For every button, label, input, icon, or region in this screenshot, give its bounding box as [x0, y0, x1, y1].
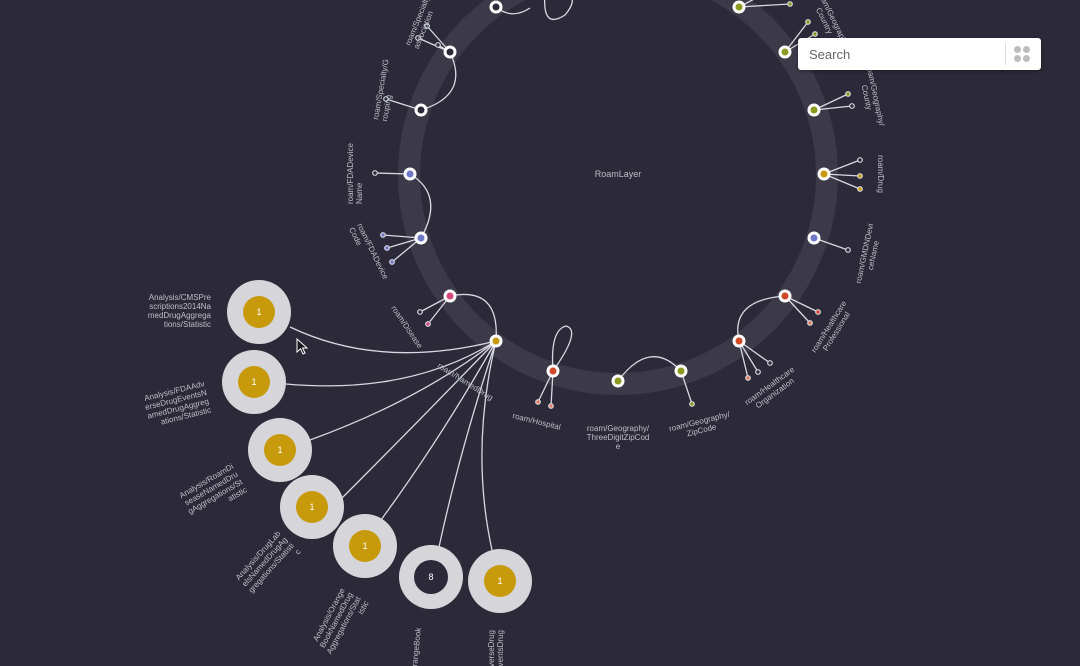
ring-node-fda-device-code[interactable]	[414, 231, 428, 245]
bubble-adverse-drug-events[interactable]: 1	[468, 549, 532, 613]
label-fda-device-name: roam/FDADeviceName	[346, 143, 364, 204]
label-line: verseDrug	[487, 630, 496, 666]
label-line: roam/Hospital	[512, 411, 562, 432]
grid-dot-icon	[1023, 55, 1030, 62]
ring-node-hc-org[interactable]	[732, 334, 746, 348]
bubble-label-fda-adverse: Analysis/FDAAdverseDrugEventsNamedDrugAg…	[142, 379, 212, 429]
ring-node-geo-country[interactable]	[778, 45, 792, 59]
bubble-orange-book-agg[interactable]: 1	[333, 514, 397, 578]
ring-node-specialty-grouping[interactable]	[414, 103, 428, 117]
label-line: roam/FDADevice	[355, 222, 390, 281]
bubble-label-roam-disease: Analysis/RoamDiseaseNamedDrugAggregation…	[177, 462, 249, 524]
leaf-dots	[372, 1, 863, 409]
label-geo-county: roam/Geography/County	[856, 64, 887, 129]
label-line: medDrugAggrega	[148, 311, 212, 320]
label-line: tions/Statistic	[164, 320, 211, 329]
label-three-digit-zip: roam/Geography/ThreeDigitZipCod e	[587, 424, 650, 451]
analysis-bubbles[interactable]: 1 1 1 1 1 8 1	[222, 280, 532, 613]
ring-node-top1[interactable]	[489, 0, 503, 14]
ring-band	[398, 0, 838, 395]
ring-node-gmdn[interactable]	[807, 231, 821, 245]
bubble-count: 1	[256, 307, 261, 317]
ring-node-three-digit-zip[interactable]	[611, 374, 625, 388]
ring-node-top2[interactable]	[732, 0, 746, 14]
bubble-count: 8	[428, 572, 433, 582]
ring-nodes[interactable]	[403, 0, 831, 388]
bubble-count: 1	[251, 377, 256, 387]
label-line: OrangeBook	[409, 626, 423, 666]
ring-node-specialty-assoc[interactable]	[443, 45, 457, 59]
ring-node-hc-prof[interactable]	[778, 289, 792, 303]
search-box	[798, 38, 1041, 70]
label-hospital: roam/Hospital	[512, 411, 562, 432]
bubble-cms[interactable]: 1	[227, 280, 291, 344]
label-fda-device-code: roam/FDADeviceCode	[347, 222, 390, 285]
bubble-count: 1	[497, 576, 502, 586]
ring-node-disease[interactable]	[443, 289, 457, 303]
label-line: Name	[355, 182, 364, 204]
ring-edges	[374, 0, 861, 407]
grid-menu-button[interactable]	[1012, 45, 1032, 63]
label-line: ThreeDigitZipCod	[587, 433, 650, 442]
bubble-count: 1	[309, 502, 314, 512]
label-line: roam/Drug	[876, 155, 885, 193]
label-line: roam/FDADevice	[346, 143, 355, 204]
drug-edges	[285, 326, 497, 551]
bubble-count: 1	[362, 541, 367, 551]
label-line: c	[293, 547, 302, 556]
label-specialty-assoc: roam/Specialty/association	[404, 0, 442, 50]
bubble-label-orange-book: OrangeBook	[409, 626, 423, 666]
grid-dot-icon	[1014, 46, 1021, 53]
label-line: roam/Geography/	[587, 424, 650, 433]
bubble-count: 1	[277, 445, 282, 455]
label-gmdn: roam/GMDNDeviceName	[854, 223, 884, 287]
bubble-label-adverse-drug-events: verseDrugventsDrug	[487, 630, 505, 666]
ring-node-zip-code[interactable]	[674, 364, 688, 378]
label-line: Analysis/CMSPre	[149, 293, 212, 302]
search-input[interactable]	[798, 38, 1004, 70]
label-hc-prof: roam/HealthcareProfessional	[809, 299, 856, 359]
bubble-label-cms: Analysis/CMSPre scriptions2014Na medDrugAg…	[148, 293, 212, 329]
ring-node-hospital[interactable]	[546, 364, 560, 378]
bubble-orange-book[interactable]: 8	[399, 545, 463, 609]
ring-node-drug[interactable]	[817, 167, 831, 181]
grid-dot-icon	[1014, 55, 1021, 62]
bubble-roam-disease[interactable]: 1	[248, 418, 312, 482]
ring-node-named-drug[interactable]	[489, 334, 503, 348]
ring-node-fda-device-name[interactable]	[403, 167, 417, 181]
ring-node-geo-county[interactable]	[807, 103, 821, 117]
bubble-labels: Analysis/CMSPre scriptions2014Na medDrugAg…	[142, 293, 505, 666]
label-specialty-grouping: roam/Specialty/Grouping	[371, 58, 399, 122]
bubble-label-orange-book-agg: Analysis/OrangeBookNamedDrugAggregations…	[309, 586, 371, 660]
bubble-drug-labels[interactable]: 1	[280, 475, 344, 539]
label-named-drug: roam/NamedDrug	[436, 361, 495, 402]
bubble-label-drug-labels: Analysis/DrugLabelsNamedDrugAggregations…	[233, 529, 303, 601]
label-line: scriptions2014Na	[149, 302, 211, 311]
search-divider	[1005, 43, 1006, 65]
label-line: e	[616, 442, 621, 451]
label-line: ventsDrug	[496, 630, 505, 666]
mouse-cursor-icon	[296, 338, 309, 355]
label-hc-org: roam/HealthcareOrganization	[743, 365, 802, 415]
label-drug: roam/Drug	[876, 155, 885, 193]
label-zip-code: roam/Geography/ZipCode	[668, 409, 734, 442]
grid-dot-icon	[1023, 46, 1030, 53]
center-label: RoamLayer	[595, 169, 642, 179]
bubble-fda-adverse[interactable]: 1	[222, 350, 286, 414]
label-line: roam/NamedDrug	[436, 361, 495, 402]
